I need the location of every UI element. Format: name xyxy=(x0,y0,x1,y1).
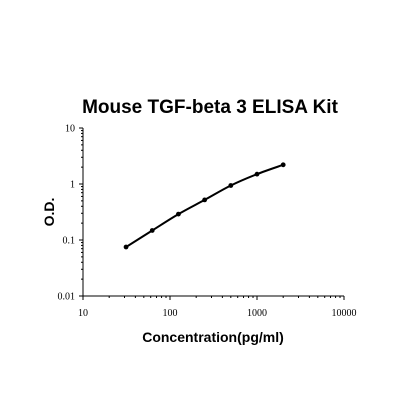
data-point xyxy=(176,211,181,217)
data-point xyxy=(254,171,260,177)
data-point xyxy=(202,197,208,203)
x-tick-label: 100 xyxy=(163,308,178,319)
x-tick-label: 10000 xyxy=(332,308,357,319)
y-axis-label: O.D. xyxy=(41,198,57,227)
data-point xyxy=(149,228,155,233)
chart-title: Mouse TGF-beta 3 ELISA Kit xyxy=(82,97,338,118)
plot-series xyxy=(123,162,286,250)
y-tick-label: 0.01 xyxy=(58,292,76,303)
y-tick-label: 1 xyxy=(70,180,75,191)
y-tick-label: 10 xyxy=(65,124,75,135)
y-tick-label: 0.1 xyxy=(63,236,76,247)
data-point xyxy=(280,162,286,168)
x-tick-label: 1000 xyxy=(247,308,267,319)
standard-curve-line xyxy=(125,163,285,248)
data-point xyxy=(123,244,129,250)
data-point xyxy=(228,183,234,188)
x-tick-label: 10 xyxy=(78,308,88,319)
x-axis-label: Concentration(pg/ml) xyxy=(142,329,284,345)
axis-ticks: 0.01 0.1 1 10 10 100 1000 10000 xyxy=(58,124,357,320)
axes xyxy=(82,128,344,297)
